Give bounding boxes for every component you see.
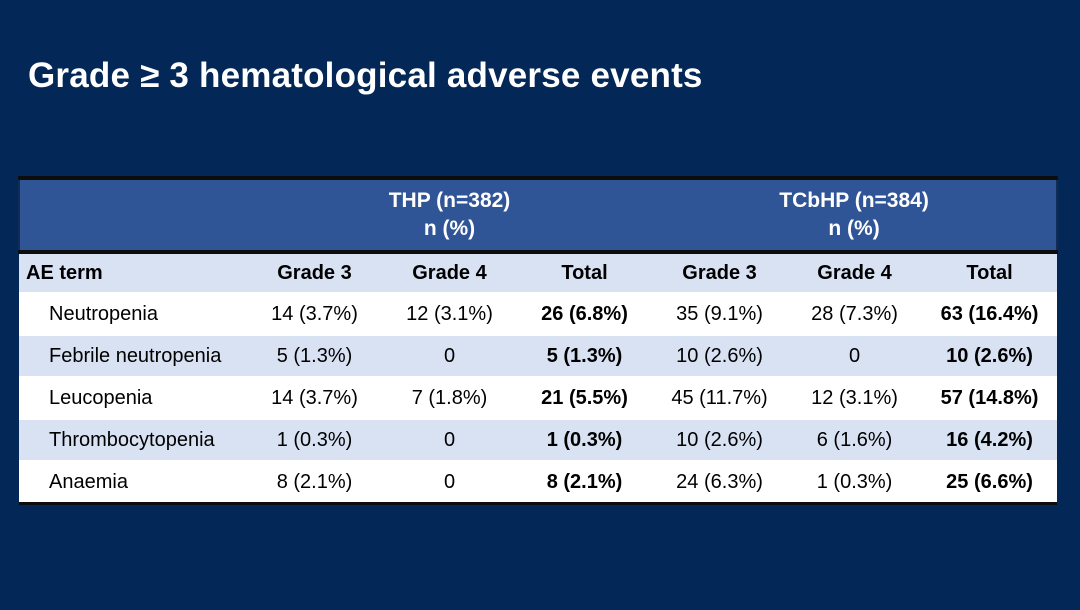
total-cell: 21 (5.5%) [517,376,653,420]
value-cell: 0 [382,418,517,462]
column-header-tcbhp-grade4: Grade 4 [787,252,923,293]
total-cell: 26 (6.8%) [517,292,653,336]
value-cell: 0 [382,460,517,505]
group-header-row: THP (n=382) n (%) TCbHP (n=384) n (%) [18,178,1059,254]
column-header-thp-grade4: Grade 4 [382,252,517,293]
value-cell: 12 (3.1%) [382,292,517,336]
ae-term-cell: Leucopenia [19,376,247,420]
value-cell: 0 [382,334,517,378]
total-cell: 5 (1.3%) [517,334,653,378]
group-header-tcbhp-sublabel: n (%) [828,217,880,240]
table-row-neutropenia: Neutropenia 14 (3.7%) 12 (3.1%) 26 (6.8%… [19,292,1058,336]
value-cell: 1 (0.3%) [247,418,382,462]
group-header-empty-cell [18,178,247,254]
table-row-thrombocytopenia: Thrombocytopenia 1 (0.3%) 0 1 (0.3%) 10 … [19,418,1058,462]
group-header-tcbhp: TCbHP (n=384) n (%) [652,178,1059,254]
value-cell: 14 (3.7%) [247,376,382,420]
group-header-thp-sublabel: n (%) [423,217,476,240]
ae-term-cell: Thrombocytopenia [19,418,247,462]
total-cell: 1 (0.3%) [517,418,653,462]
value-cell: 1 (0.3%) [787,460,923,505]
group-header-tcbhp-label: TCbHP (n=384) [779,188,929,212]
ae-term-cell: Neutropenia [19,292,247,336]
value-cell: 10 (2.6%) [652,418,788,462]
group-header-thp: THP (n=382) n (%) [247,178,653,254]
table-row-febrile-neutropenia: Febrile neutropenia 5 (1.3%) 0 5 (1.3%) … [19,334,1058,378]
ae-term-cell: Febrile neutropenia [19,334,247,378]
value-cell: 24 (6.3%) [652,460,788,505]
total-cell: 8 (2.1%) [517,460,653,505]
total-cell: 25 (6.6%) [922,460,1058,505]
total-cell: 57 (14.8%) [922,376,1058,420]
table-row-anaemia: Anaemia 8 (2.1%) 0 8 (2.1%) 24 (6.3%) 1 … [19,460,1058,505]
table-row-leucopenia: Leucopenia 14 (3.7%) 7 (1.8%) 21 (5.5%) … [19,376,1058,420]
column-header-tcbhp-grade3: Grade 3 [652,252,788,293]
column-header-row: AE term Grade 3 Grade 4 Total Grade 3 Gr… [19,252,1058,293]
ae-term-cell: Anaemia [19,460,247,505]
value-cell: 7 (1.8%) [382,376,517,420]
value-cell: 6 (1.6%) [787,418,923,462]
value-cell: 12 (3.1%) [787,376,923,420]
column-header-ae-term: AE term [19,252,247,293]
value-cell: 10 (2.6%) [652,334,788,378]
value-cell: 35 (9.1%) [652,292,788,336]
page-title: Grade ≥ 3 hematological adverse events [28,56,703,95]
value-cell: 14 (3.7%) [247,292,382,336]
value-cell: 0 [787,334,923,378]
column-header-tcbhp-total: Total [922,252,1058,293]
value-cell: 28 (7.3%) [787,292,923,336]
column-header-thp-total: Total [517,252,653,293]
total-cell: 63 (16.4%) [922,292,1058,336]
value-cell: 5 (1.3%) [247,334,382,378]
column-header-thp-grade3: Grade 3 [247,252,382,293]
group-header-thp-label: THP (n=382) [388,188,511,212]
total-cell: 10 (2.6%) [922,334,1058,378]
value-cell: 45 (11.7%) [652,376,788,420]
adverse-events-table: THP (n=382) n (%) TCbHP (n=384) n (%) AE… [18,176,1059,505]
value-cell: 8 (2.1%) [247,460,382,505]
total-cell: 16 (4.2%) [922,418,1058,462]
